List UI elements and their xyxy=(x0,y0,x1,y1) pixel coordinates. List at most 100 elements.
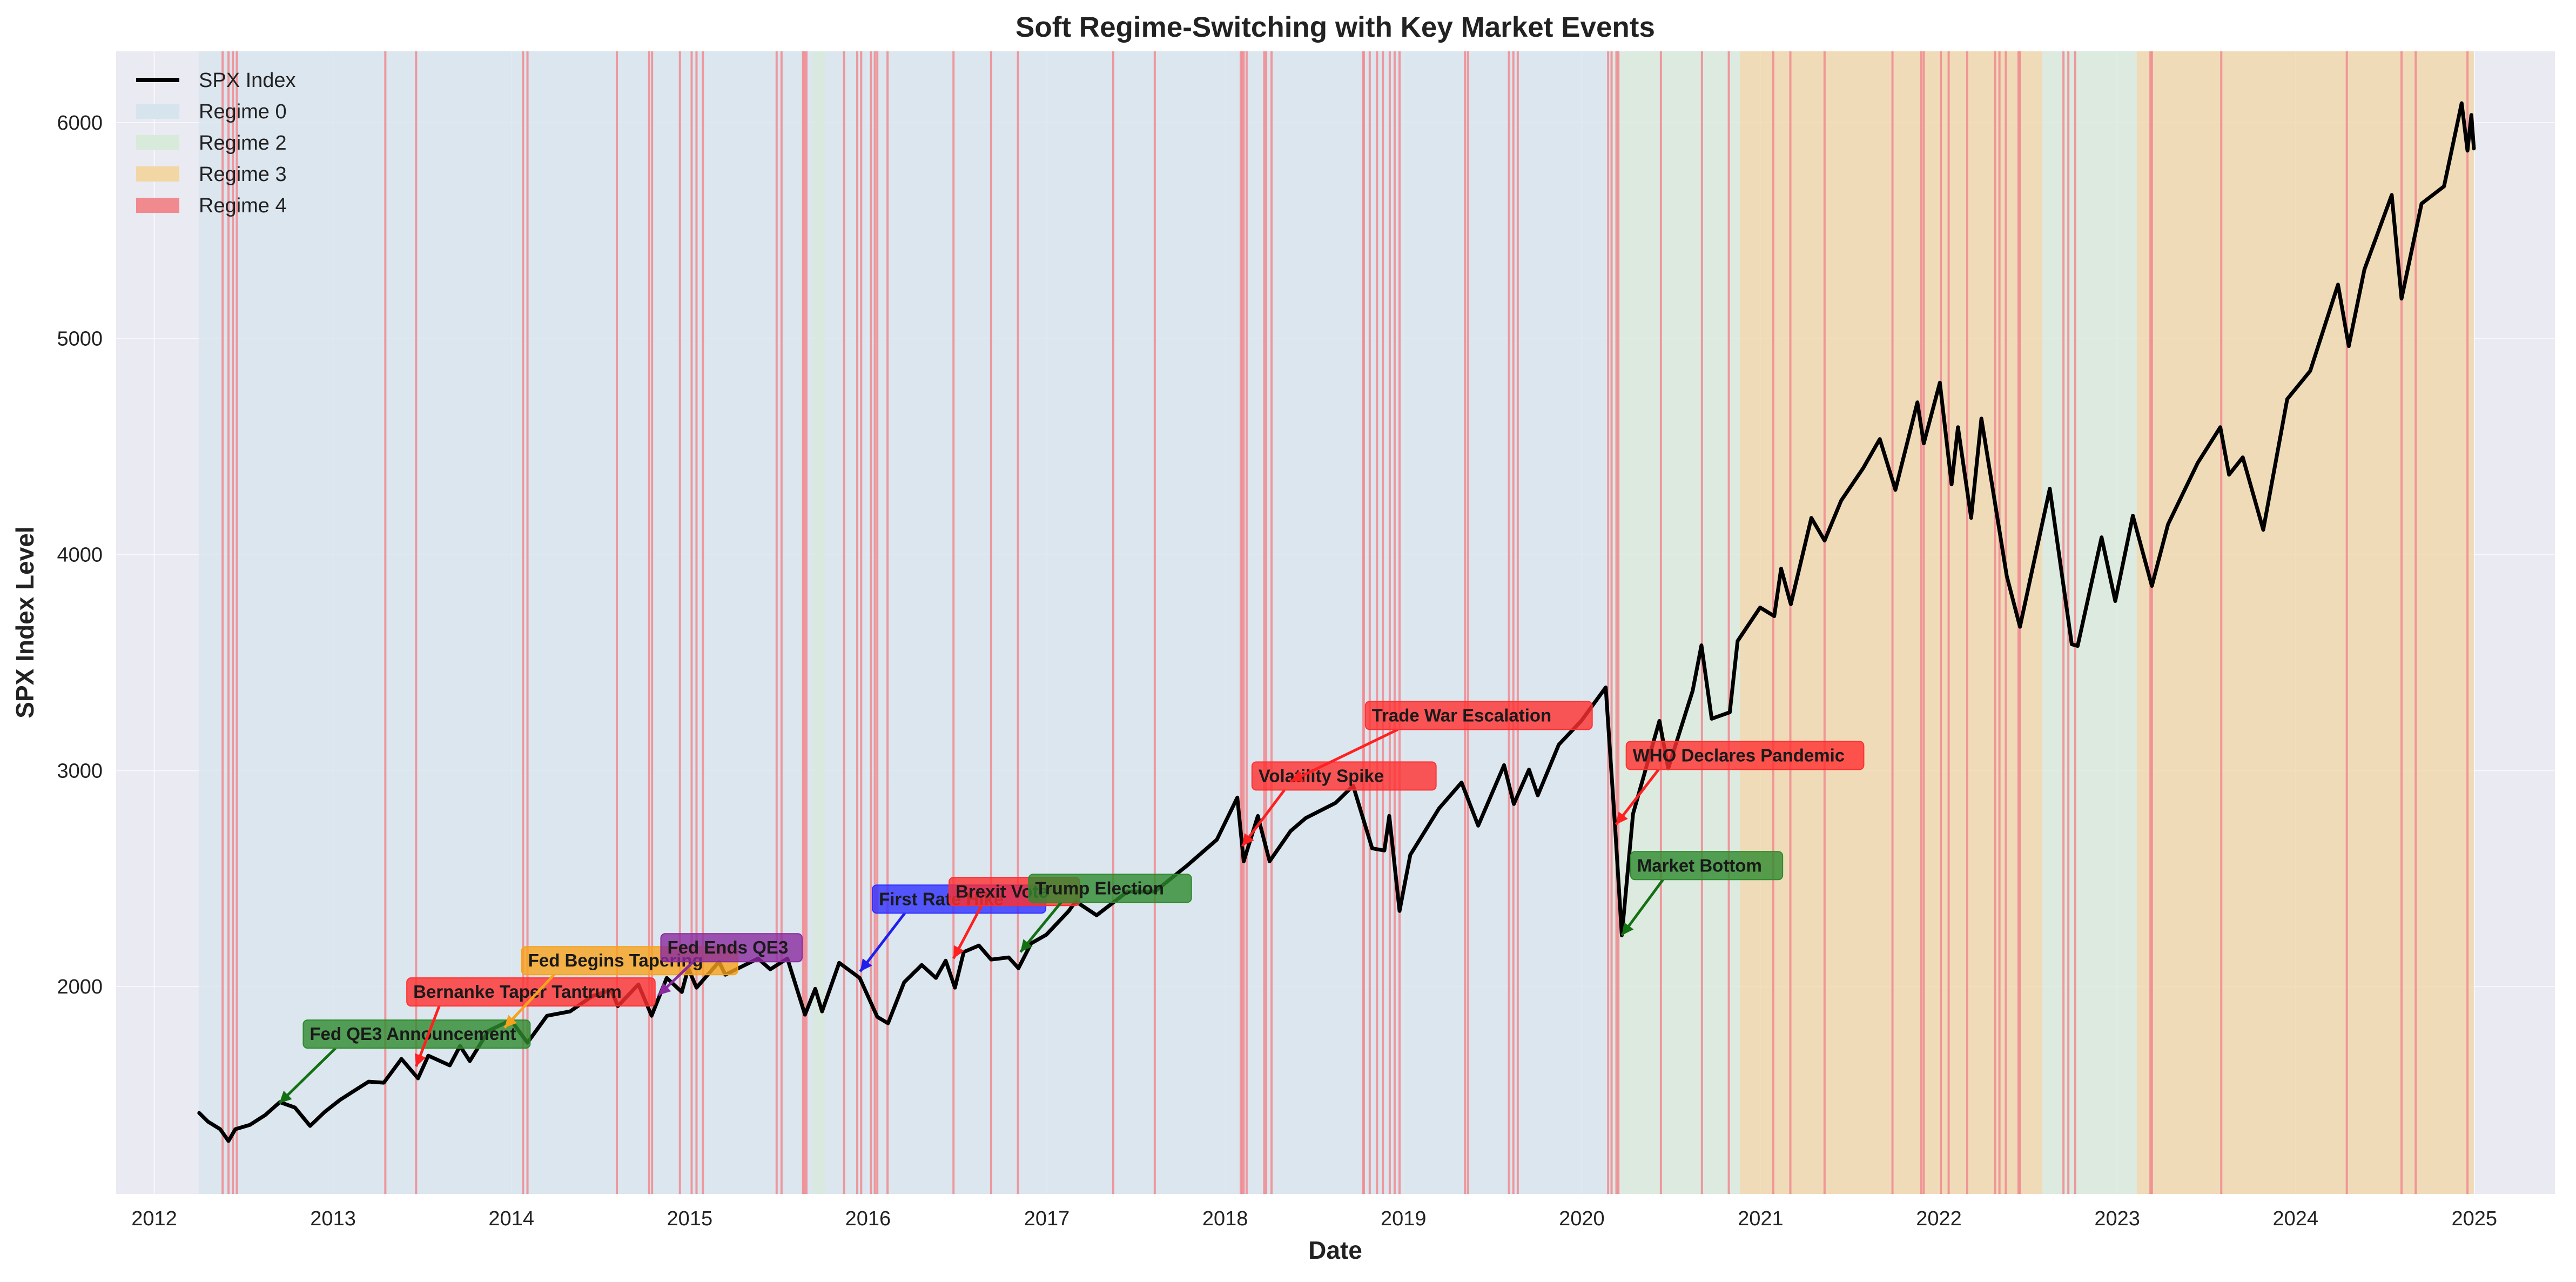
annotation: Trump Election xyxy=(1019,874,1192,953)
x-tick-label: 2019 xyxy=(1381,1207,1427,1230)
annotation-arrowhead xyxy=(1020,939,1033,952)
regime4-spike xyxy=(1610,51,1613,1194)
legend-label: SPX Index xyxy=(199,69,296,92)
legend-item: SPX Index xyxy=(136,69,296,92)
annotation-arrow xyxy=(1290,728,1398,783)
annotation-arrowhead xyxy=(414,1053,426,1067)
annotation-label: WHO Declares Pandemic xyxy=(1633,745,1845,765)
annotation: WHO Declares Pandemic xyxy=(1615,741,1865,825)
regime4-spike xyxy=(843,51,845,1194)
regime4-spike xyxy=(690,51,693,1194)
regime4-spike xyxy=(1772,51,1774,1194)
regime4-spike xyxy=(1382,51,1384,1194)
annotation: Market Bottom xyxy=(1620,851,1784,936)
regime4-spike xyxy=(1368,51,1371,1194)
regime4-spike xyxy=(780,51,783,1194)
x-tick-label: 2018 xyxy=(1202,1207,1248,1230)
regime-band-3 xyxy=(1740,51,2043,1194)
regime4-spike xyxy=(2466,51,2469,1194)
regime4-spike xyxy=(2149,51,2152,1194)
regime4-spike xyxy=(1241,51,1243,1194)
annotation-label: Trump Election xyxy=(1035,878,1164,898)
annotation-arrowhead xyxy=(658,983,671,996)
annotation-label: Volatility Spike xyxy=(1259,766,1384,786)
legend-item: Regime 0 xyxy=(136,100,287,123)
legend-swatch-patch xyxy=(136,198,179,213)
annotation-box xyxy=(302,1019,531,1049)
regime4-spike xyxy=(1388,51,1391,1194)
regime4-spike xyxy=(2062,51,2065,1194)
legend-item: Regime 2 xyxy=(136,132,287,155)
regime4-spike xyxy=(1017,51,1019,1194)
annotation-box xyxy=(1625,741,1865,770)
regime4-spike xyxy=(802,51,804,1194)
y-tick-label: 3000 xyxy=(57,760,103,782)
chart-title: Soft Regime-Switching with Key Market Ev… xyxy=(1015,11,1655,43)
regime4-spike xyxy=(1617,51,1620,1194)
annotation-arrowhead xyxy=(1242,833,1254,847)
regime4-spike xyxy=(1112,51,1114,1194)
annotation-box xyxy=(1364,701,1593,730)
regime-band-2 xyxy=(2042,51,2137,1194)
regime4-spike xyxy=(2345,51,2348,1194)
x-tick-label: 2016 xyxy=(845,1207,891,1230)
x-tick-label: 2014 xyxy=(488,1207,534,1230)
annotation-box xyxy=(1251,761,1437,791)
y-axis-label: SPX Index Level xyxy=(11,526,39,718)
annotation-arrow xyxy=(278,1047,337,1104)
legend-label: Regime 3 xyxy=(199,163,287,186)
annotation-arrowhead xyxy=(1622,922,1634,936)
annotation-arrow xyxy=(503,974,555,1029)
regime4-spike xyxy=(2074,51,2076,1194)
y-tick-label: 4000 xyxy=(57,544,103,567)
annotation: Trade War Escalation xyxy=(1290,701,1593,783)
regime4-spike xyxy=(2400,51,2403,1194)
annotation-label: Fed QE3 Announcement xyxy=(310,1024,516,1044)
annotation: Fed Ends QE3 xyxy=(657,933,803,996)
regime4-spike xyxy=(805,51,808,1194)
regime4-spike xyxy=(1947,51,1950,1194)
x-tick-label: 2023 xyxy=(2094,1207,2140,1230)
regime4-spike xyxy=(803,51,806,1194)
regime4-spike xyxy=(651,51,654,1194)
x-tick-label: 2013 xyxy=(310,1207,356,1230)
x-tick-label: 2012 xyxy=(131,1207,177,1230)
annotation: Fed Begins Tapering xyxy=(503,946,738,1029)
x-tick-label: 2025 xyxy=(2451,1207,2497,1230)
legend-swatch-patch xyxy=(136,166,179,182)
regime4-spike xyxy=(1922,51,1925,1194)
annotation-box xyxy=(406,977,656,1007)
regime4-spike xyxy=(616,51,618,1194)
annotations: Fed QE3 Announcement Bernanke Taper Tantr… xyxy=(278,701,1865,1104)
regime4-spike xyxy=(1940,51,1942,1194)
regime4-spike xyxy=(1263,51,1266,1194)
annotation: Volatility Spike xyxy=(1241,761,1437,847)
regime4-spike xyxy=(1240,51,1242,1194)
regime-band-3 xyxy=(2136,51,2474,1194)
x-tick-label: 2015 xyxy=(667,1207,713,1230)
regime4-spike xyxy=(1920,51,1922,1194)
series-line-spx-index xyxy=(197,101,2476,1143)
legend-label: Regime 2 xyxy=(199,132,287,155)
regime4-spike xyxy=(1823,51,1826,1194)
regime-band-2 xyxy=(1611,51,1740,1194)
regime4-spike xyxy=(1464,51,1467,1194)
regime4-spike xyxy=(227,51,230,1194)
regime4-spike xyxy=(522,51,524,1194)
legend-label: Regime 0 xyxy=(199,100,287,123)
regime4-spike xyxy=(2220,51,2223,1194)
regime4-spike xyxy=(1467,51,1469,1194)
regime4-spike xyxy=(415,51,418,1194)
legend-label: Regime 4 xyxy=(199,194,287,217)
legend: SPX Index Regime 0 Regime 2 Regime 3 Regime … xyxy=(136,69,296,217)
annotation-label: Fed Ends QE3 xyxy=(667,937,788,957)
regime4-spike xyxy=(2414,51,2417,1194)
regime4-spike xyxy=(236,51,238,1194)
x-tick-label: 2017 xyxy=(1024,1207,1070,1230)
annotation-box xyxy=(1028,874,1192,903)
regime4-spike xyxy=(1659,51,1662,1194)
annotation-arrowhead xyxy=(860,958,872,972)
x-tick-label: 2021 xyxy=(1738,1207,1784,1230)
regime4-spike xyxy=(384,51,387,1194)
